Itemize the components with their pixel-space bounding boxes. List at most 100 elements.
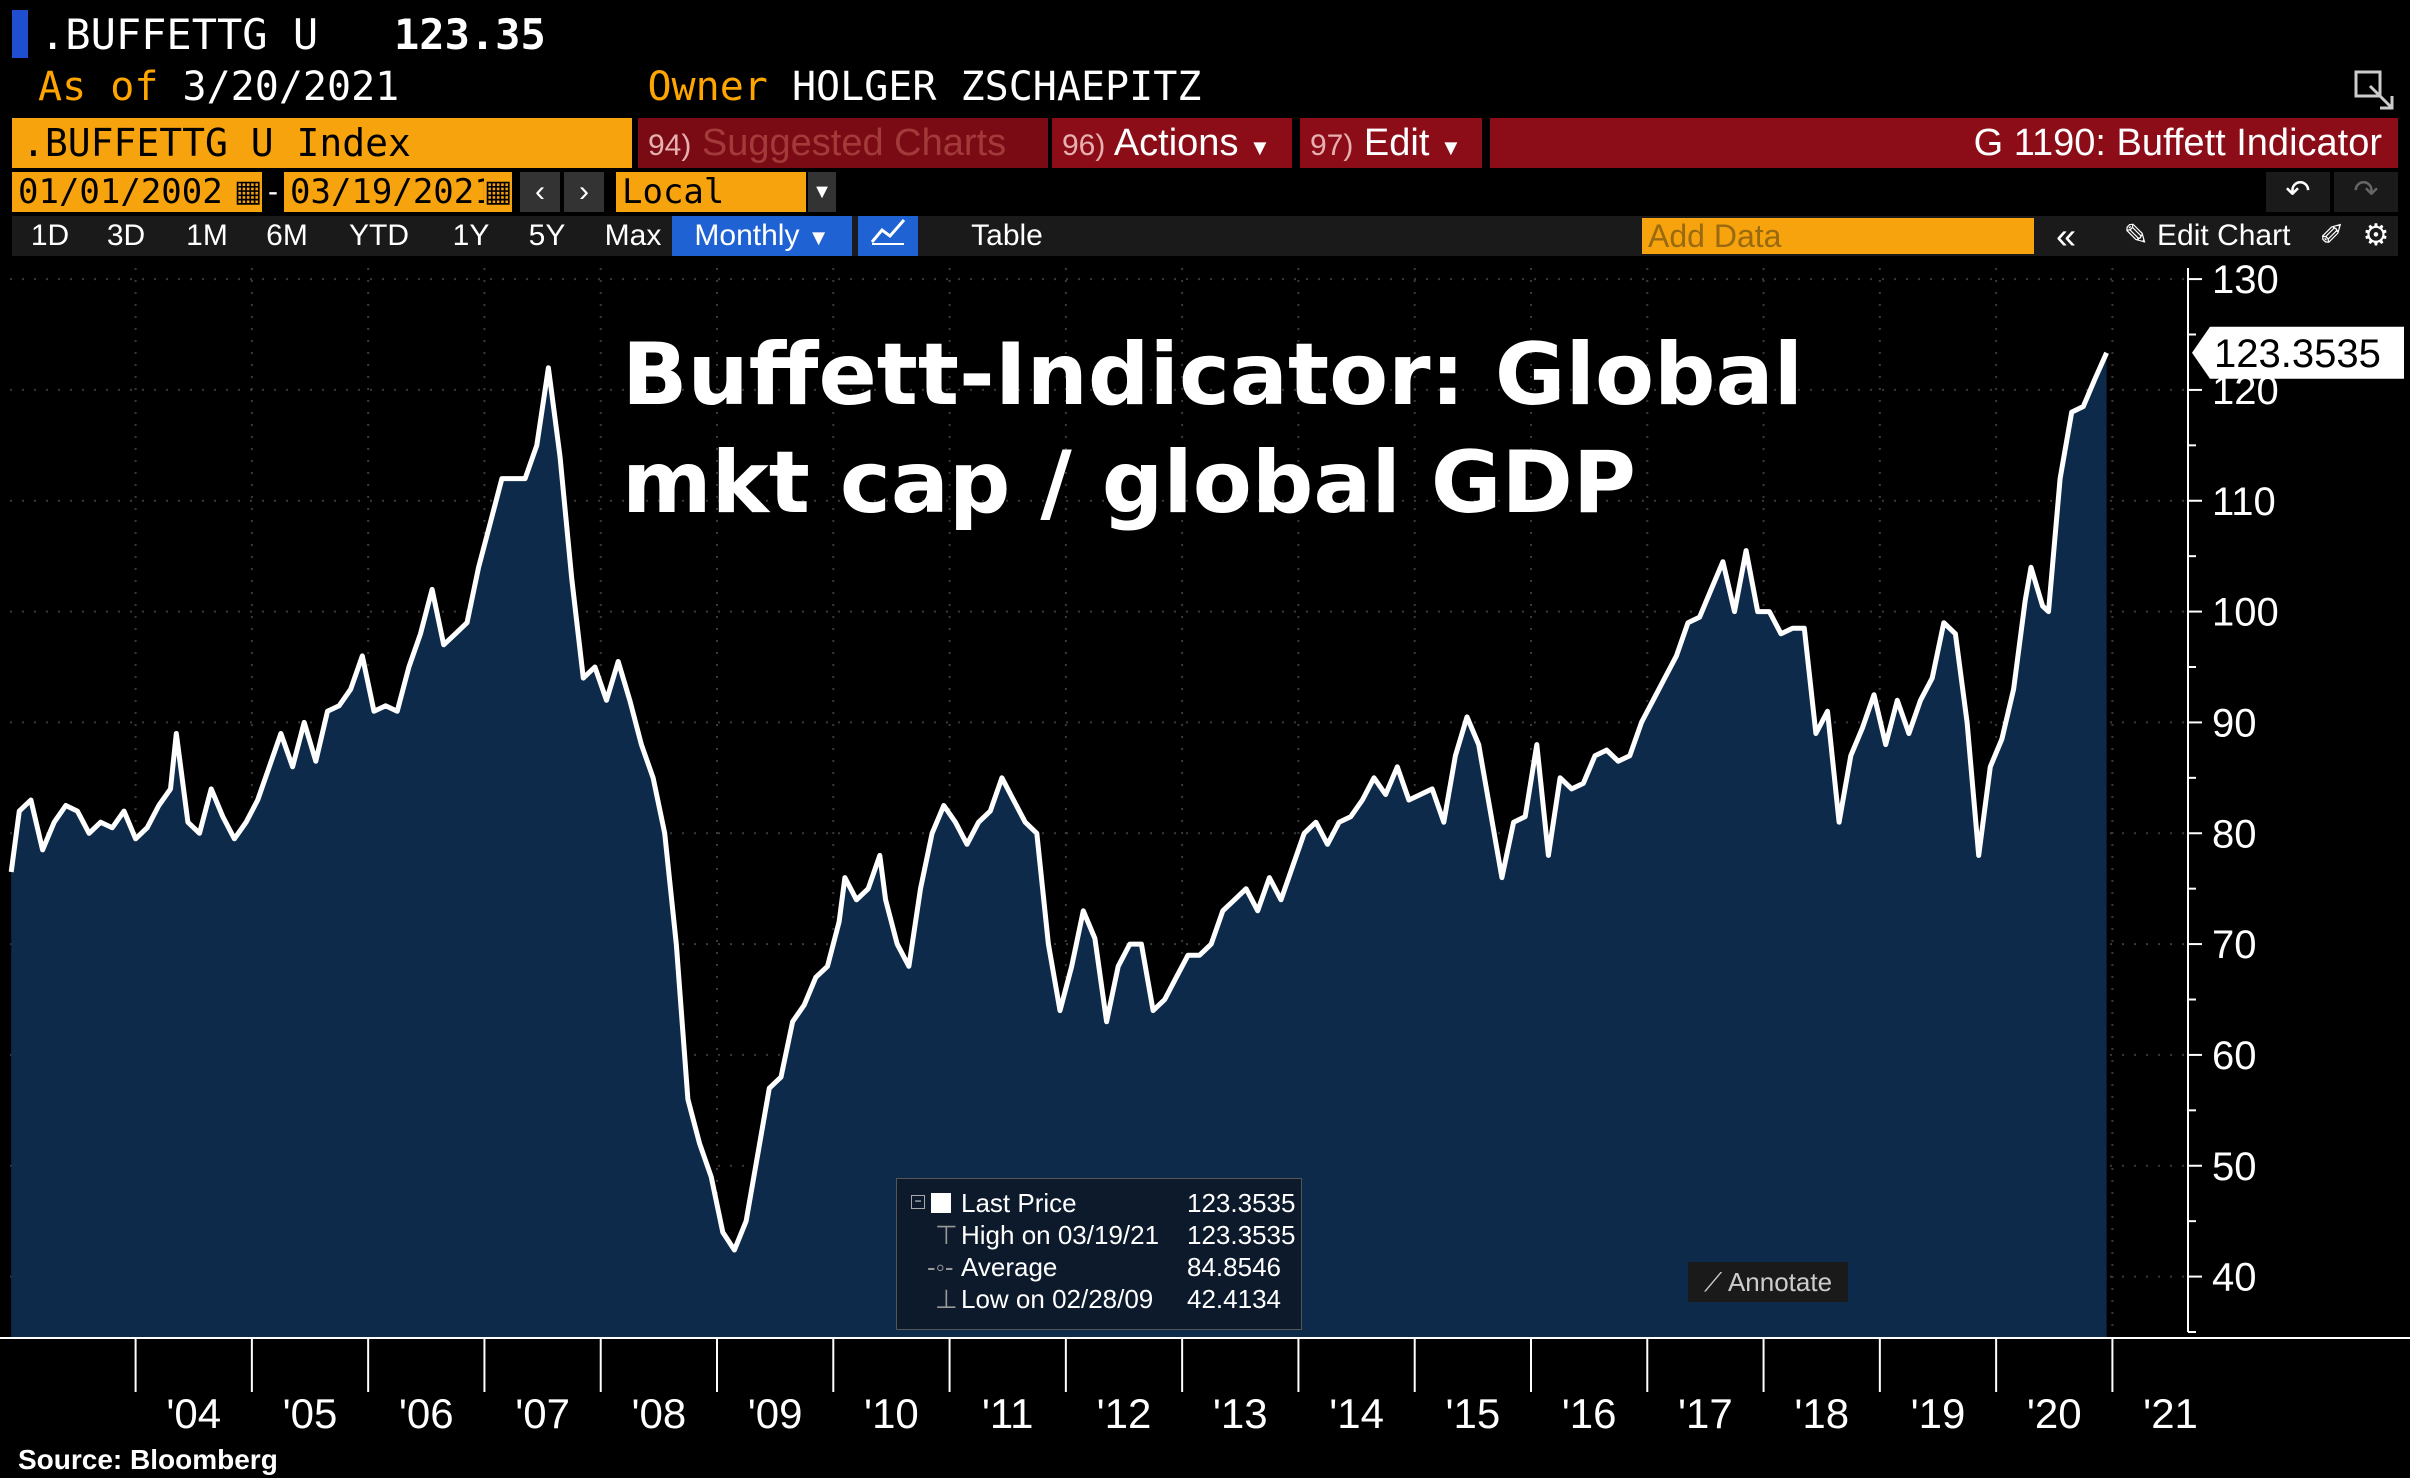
range-bar: 1D 3D 1M 6M YTD 1Y 5Y Max Monthly ▼ Tabl… xyxy=(12,216,2398,256)
currency-select[interactable]: Local CCY xyxy=(616,172,806,252)
calendar-icon[interactable]: ▦ xyxy=(234,172,262,212)
gear-icon[interactable]: ⚙ xyxy=(2362,219,2390,252)
chevron-down-icon: ▼ xyxy=(1439,135,1462,160)
actions-menu[interactable]: 96) Actions ▼ xyxy=(1052,118,1292,168)
chart-title-line-1: Buffett-Indicator: Global xyxy=(622,325,1803,425)
annotate-button[interactable]: ⟋ Annotate xyxy=(1688,1262,1848,1302)
legend-low-value: 42.4134 xyxy=(1187,1284,1281,1314)
x-tick-label: '20 xyxy=(2027,1390,2082,1436)
range-max[interactable]: Max xyxy=(604,219,662,252)
frequency-label: Monthly xyxy=(694,219,800,252)
range-6m[interactable]: 6M xyxy=(266,219,308,252)
x-tick-label: '14 xyxy=(1329,1390,1384,1436)
y-tick-label: 50 xyxy=(2212,1145,2257,1189)
last-value-tag-bg xyxy=(2192,326,2404,379)
collapse-icon[interactable]: « xyxy=(2055,215,2077,256)
legend-last-price-value: 123.3535 xyxy=(1187,1188,1296,1218)
x-tick-label: '05 xyxy=(283,1390,338,1436)
ticker-name: .BUFFETTG U xyxy=(40,10,319,59)
draw-icon[interactable]: ✐ xyxy=(2319,219,2345,252)
x-tick-label: '08 xyxy=(631,1390,686,1436)
legend-average-label: Average xyxy=(961,1252,1058,1282)
range-1y[interactable]: 1Y xyxy=(452,219,490,252)
legend-high-label: High on 03/19/21 xyxy=(961,1220,1160,1250)
x-tick-label: '16 xyxy=(1562,1390,1617,1436)
as-of-label: As of xyxy=(38,64,159,110)
x-tick-label: '13 xyxy=(1213,1390,1268,1436)
legend-high: ⊤ High on 03/19/21 123.3535 xyxy=(897,1219,1301,1251)
high-marker-icon: ⊤ xyxy=(935,1220,958,1250)
y-tick-label: 90 xyxy=(2212,701,2257,745)
edit-menu[interactable]: 97) Edit ▼ xyxy=(1300,118,1482,168)
frequency-select[interactable]: Monthly ▼ xyxy=(672,216,852,256)
x-tick-label: '07 xyxy=(515,1390,570,1436)
ticker-marker xyxy=(12,10,28,58)
line-chart-icon[interactable] xyxy=(858,216,918,256)
range-1d[interactable]: 1D xyxy=(30,219,70,252)
low-marker-icon: ⊥ xyxy=(935,1284,958,1314)
start-date-field[interactable]: 01/01/2002 xyxy=(12,172,234,212)
x-tick-label: '12 xyxy=(1097,1390,1152,1436)
calendar-icon[interactable]: ▦ xyxy=(484,172,512,212)
y-tick-label: 100 xyxy=(2212,591,2279,635)
table-button[interactable]: Table xyxy=(971,219,1043,252)
x-axis: '04 '05 '06 '07 '08 '09 '10 '11 '12 '13 '14 '15 '16 '… xyxy=(0,1337,2410,1436)
legend-last-price: − Last Price 123.3535 xyxy=(897,1187,1301,1219)
redo-icon[interactable]: ↷ xyxy=(2334,172,2398,212)
x-tick-label: '17 xyxy=(1678,1390,1733,1436)
undo-icon[interactable]: ↶ xyxy=(2266,172,2330,212)
x-tick-label: '06 xyxy=(399,1390,454,1436)
collapse-box-icon[interactable]: − xyxy=(911,1195,925,1209)
suggested-charts-button[interactable]: 94) Suggested Charts xyxy=(638,118,1048,168)
edit-chart-label: Edit Chart xyxy=(2157,219,2291,252)
x-tick-label: '15 xyxy=(1445,1390,1500,1436)
owner-label: Owner xyxy=(647,64,768,110)
edit-label: Edit xyxy=(1363,122,1430,164)
range-5y[interactable]: 5Y xyxy=(528,219,566,252)
add-data-input[interactable]: Add Data xyxy=(1642,218,2034,254)
prev-period-button[interactable]: ‹ xyxy=(520,172,560,212)
x-tick-label: '04 xyxy=(166,1390,221,1436)
pencil-icon: ⟋ xyxy=(1703,1267,1723,1297)
header-meta-line: As of 3/20/2021 Owner HOLGER ZSCHAEPITZ xyxy=(38,64,1201,110)
legend-last-price-label: Last Price xyxy=(961,1188,1077,1218)
y-tick-label: 80 xyxy=(2212,812,2257,856)
actions-num: 96) xyxy=(1062,129,1106,162)
average-marker-icon: -◦- xyxy=(927,1252,954,1282)
y-tick-label: 130 xyxy=(2212,262,2279,302)
range-1m[interactable]: 1M xyxy=(186,219,228,252)
edit-num: 97) xyxy=(1310,129,1354,162)
y-tick-label: 70 xyxy=(2212,923,2257,967)
range-ytd[interactable]: YTD xyxy=(349,219,409,252)
y-tick-label: 110 xyxy=(2212,480,2276,524)
security-field[interactable]: .BUFFETTG U Index xyxy=(12,118,632,168)
actions-label: Actions xyxy=(1113,122,1239,164)
ticker-price: 123.35 xyxy=(394,10,546,59)
end-date-field[interactable]: 03/19/2021 xyxy=(284,172,495,212)
chevron-down-icon[interactable]: ▼ xyxy=(808,172,836,212)
range-3d[interactable]: 3D xyxy=(106,219,146,252)
last-value-tag: 123.3535 xyxy=(2192,326,2404,379)
command-bar: .BUFFETTG U Index 94) Suggested Charts 9… xyxy=(12,118,2398,168)
legend-low-label: Low on 02/28/09 xyxy=(961,1284,1154,1314)
series-area-fill xyxy=(11,352,2107,1338)
chart-id-title: G 1190: Buffett Indicator xyxy=(1490,118,2398,168)
series-line xyxy=(8,351,2109,1253)
suggested-label: Suggested Charts xyxy=(701,122,1007,164)
date-range-dash: - xyxy=(264,172,282,212)
pencil-icon: ✎ xyxy=(2123,219,2149,252)
x-tick-label: '11 xyxy=(982,1390,1034,1436)
expand-icon[interactable] xyxy=(2352,68,2396,112)
owner-name: HOLGER ZSCHAEPITZ xyxy=(791,64,1202,110)
next-period-button[interactable]: › xyxy=(564,172,604,212)
legend-low: ⊥ Low on 02/28/09 42.4134 xyxy=(897,1283,1301,1315)
legend-average-value: 84.8546 xyxy=(1187,1252,1281,1282)
date-range-bar: 01/01/2002 ▦ - 03/19/2021 ▦ ‹ › Local CC… xyxy=(12,172,2398,252)
chevron-down-icon: ▼ xyxy=(1249,135,1271,160)
edit-chart-button[interactable]: ✎ Edit Chart xyxy=(2102,216,2312,256)
legend-box: − Last Price 123.3535 ⊤ High on 03/19/21… xyxy=(896,1178,1302,1330)
last-value-label: 123.3535 xyxy=(2214,332,2381,376)
y-tick-label: 60 xyxy=(2212,1034,2257,1078)
x-tick-label: '18 xyxy=(1794,1390,1849,1436)
